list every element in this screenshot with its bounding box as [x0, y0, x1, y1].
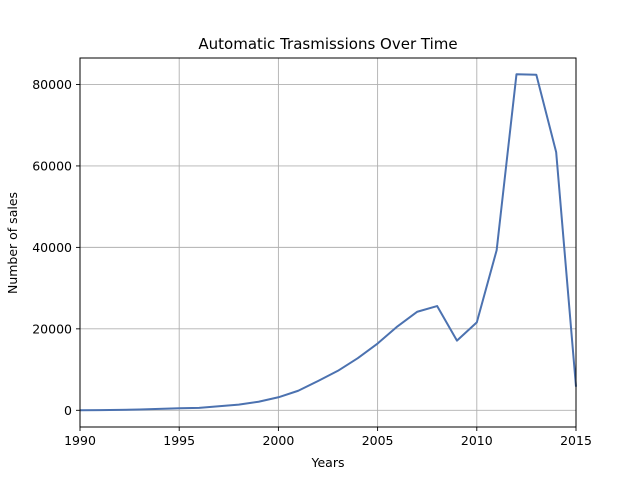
- y-tick-label: 80000: [32, 77, 72, 92]
- y-tick-label: 0: [64, 403, 72, 418]
- y-tick-label: 60000: [32, 158, 72, 173]
- plot-frame: [79, 57, 577, 428]
- x-tick-label: 2000: [262, 433, 294, 448]
- x-ticks: 1990 1995 2000 2005 2010 2015: [64, 427, 592, 448]
- x-tick-label: 2005: [362, 433, 394, 448]
- y-tick-label: 20000: [32, 321, 72, 336]
- chart-title: Automatic Trasmissions Over Time: [198, 35, 457, 53]
- series-line: [79, 73, 577, 412]
- x-tick-label: 1990: [64, 433, 96, 448]
- x-tick-label: 1995: [163, 433, 195, 448]
- x-axis-label: Years: [311, 455, 345, 470]
- grid-layer: [79, 58, 577, 427]
- series-layer: [79, 73, 577, 412]
- y-axis-label: Number of sales: [5, 192, 20, 294]
- x-tick-label: 2010: [461, 433, 493, 448]
- x-tick-label: 2015: [560, 433, 592, 448]
- y-tick-label: 40000: [32, 240, 72, 255]
- y-ticks: 0 20000 40000 60000 80000: [32, 77, 80, 418]
